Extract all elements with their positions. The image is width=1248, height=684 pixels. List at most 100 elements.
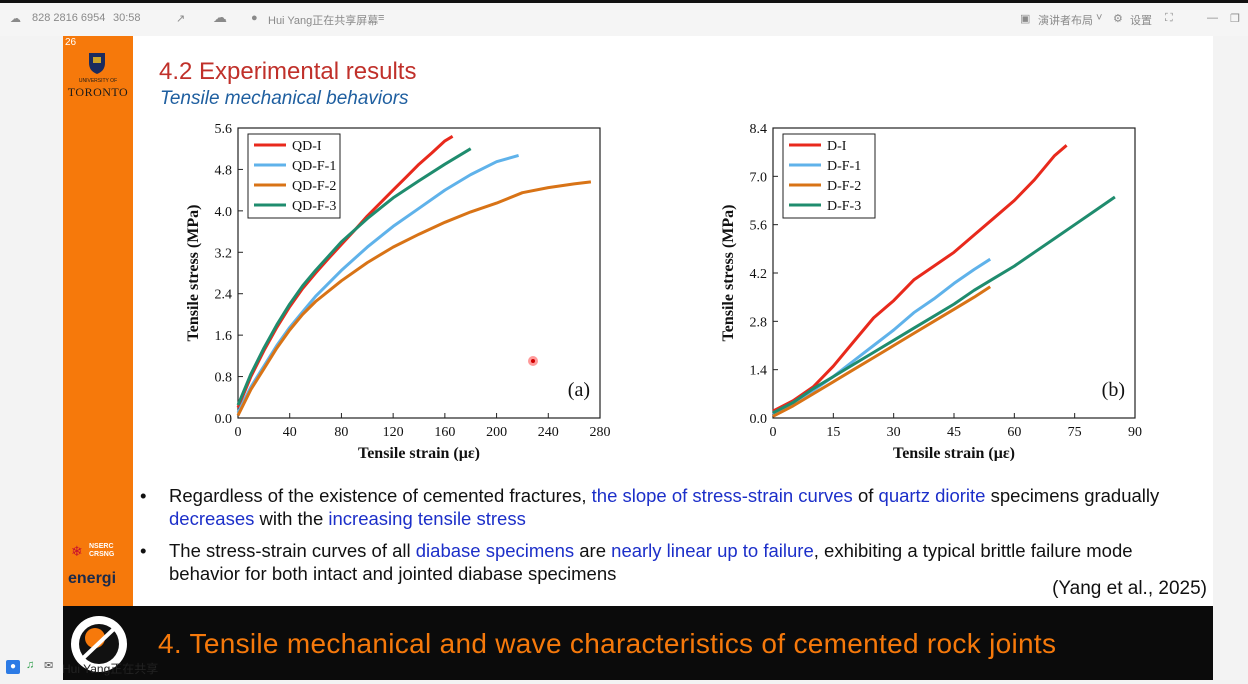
legend-label: QD-F-2 — [292, 179, 336, 194]
chart-a: 0 40 80 120 160 200 240 280 0.0 0.8 1.6 2.4 3.2 4.0 4.… — [185, 122, 611, 461]
bullet-highlight: increasing tensile stress — [328, 508, 526, 529]
series-line — [772, 195, 1116, 415]
y-tick-label: 8.4 — [750, 122, 768, 137]
y-tick-label: 1.4 — [750, 364, 768, 379]
meeting-toolbar: ☁ 828 2816 6954 30:58 ↗ ☁ ● Hui Yang正在共享… — [0, 0, 1248, 36]
page-number: 26 — [65, 37, 77, 48]
bullet-item: • The stress-strain curves of all diabas… — [140, 539, 1200, 585]
y-tick-label: 3.2 — [215, 246, 233, 261]
series-line — [236, 180, 592, 417]
shared-slide: 26 UNIVERSITY OF TORONTO ❄ NSERC CRSNG e… — [63, 36, 1213, 680]
laser-pointer-center — [531, 359, 535, 363]
x-tick-label: 280 — [590, 425, 611, 440]
bullet-text: with the — [254, 508, 329, 529]
popout-icon[interactable]: ↗ — [176, 13, 186, 25]
fullscreen-icon[interactable]: ⛶ — [1165, 12, 1173, 24]
x-tick-label: 40 — [283, 425, 297, 440]
bullet-dot: • — [140, 485, 147, 506]
bullet-highlight: decreases — [169, 508, 255, 529]
x-tick-label: 0 — [235, 425, 242, 440]
x-tick-label: 160 — [434, 425, 455, 440]
x-tick-label: 60 — [1007, 425, 1021, 440]
logo-university-of: UNIVERSITY OF — [78, 78, 118, 84]
series-line — [236, 147, 472, 406]
y-tick-label: 5.6 — [750, 219, 768, 234]
citation: (Yang et al., 2025) — [1052, 578, 1207, 599]
series-line — [772, 285, 992, 418]
menu-icon[interactable]: ≡ — [378, 12, 385, 24]
sharing-avatar-icon: ● — [251, 12, 258, 24]
legend-label: QD-F-1 — [292, 159, 336, 174]
footer-logo-icon — [71, 616, 127, 672]
x-tick-label: 90 — [1128, 425, 1142, 440]
bullet-text: of — [852, 485, 879, 506]
y-tick-label: 0.0 — [215, 412, 233, 427]
cloud-record-icon[interactable]: ☁ — [213, 9, 227, 25]
bullet-highlight: nearly linear up to failure — [611, 540, 814, 561]
meeting-timer: 30:58 — [113, 12, 141, 24]
y-tick-label: 2.4 — [215, 288, 233, 303]
y-tick-label: 4.2 — [750, 267, 768, 282]
legend-label: D-I — [827, 139, 847, 154]
footer-title: 4. Tensile mechanical and wave character… — [158, 628, 1057, 659]
slide-subtitle: Tensile mechanical behaviors — [160, 88, 409, 109]
slide-title: 4.2 Experimental results — [159, 58, 417, 85]
y-axis-label: Tensile stress (MPa) — [185, 205, 202, 342]
y-tick-label: 7.0 — [750, 170, 768, 185]
sharing-status[interactable]: Hui Yang正在共享屏幕 — [268, 15, 379, 27]
legend-label: QD-F-3 — [292, 199, 336, 214]
y-tick-label: 0.0 — [750, 412, 768, 427]
legend: QD-I QD-F-1 QD-F-2 QD-F-3 — [247, 133, 341, 219]
user-icon[interactable]: ● — [6, 660, 20, 674]
nserc-maple-icon: ❄ — [71, 543, 83, 559]
nserc-logo: NSERC CRSNG — [89, 543, 115, 558]
x-tick-label: 0 — [770, 425, 777, 440]
legend: D-I D-F-1 D-F-2 D-F-3 — [782, 133, 876, 219]
mic-icon[interactable]: ♫ — [26, 659, 35, 671]
x-tick-label: 45 — [947, 425, 961, 440]
chat-icon[interactable]: ✉ — [44, 660, 54, 672]
y-tick-label: 2.8 — [750, 315, 768, 330]
x-tick-label: 120 — [383, 425, 404, 440]
meeting-id[interactable]: 828 2816 6954 — [32, 12, 106, 24]
settings-button[interactable]: 设置 — [1130, 15, 1152, 27]
minimize-icon[interactable]: — — [1207, 12, 1218, 24]
slide-sidebar: 26 UNIVERSITY OF TORONTO ❄ NSERC CRSNG e… — [63, 36, 133, 606]
bullet-text: Regardless of the existence of cemented … — [169, 485, 592, 506]
x-tick-label: 200 — [486, 425, 507, 440]
chevron-down-icon[interactable]: ˅ — [1096, 12, 1103, 24]
bullet-text: are — [574, 540, 612, 561]
gear-icon[interactable]: ⚙ — [1113, 13, 1123, 25]
x-axis-label: Tensile strain (με) — [893, 445, 1015, 461]
y-tick-label: 0.8 — [215, 371, 233, 386]
bullet-highlight: quartz diorite — [878, 485, 986, 506]
bullet-highlight: the slope of stress-strain curves — [591, 485, 853, 506]
university-crest-icon — [89, 53, 105, 74]
meeting-icon: ☁ — [10, 13, 21, 25]
energi-logo: energi — [68, 570, 117, 587]
restore-icon[interactable]: ❐ — [1230, 13, 1240, 25]
bullet-text: , exhibiting a typical brittle failure m… — [169, 540, 1133, 584]
bullet-item: • Regardless of the existence of cemente… — [140, 484, 1200, 530]
layout-icon[interactable]: ▣ — [1020, 13, 1031, 25]
bullet-dot: • — [140, 540, 147, 561]
y-tick-label: 4.0 — [215, 205, 233, 220]
panel-label: (a) — [568, 379, 590, 401]
x-tick-label: 80 — [334, 425, 348, 440]
slide-footer: 4. Tensile mechanical and wave character… — [63, 606, 1213, 680]
logo-toronto: TORONTO — [67, 85, 129, 99]
legend-label: D-F-3 — [827, 199, 861, 214]
bullet-highlight: diabase specimens — [415, 540, 575, 561]
bullet-text: The stress-strain curves of all — [169, 540, 416, 561]
x-tick-label: 15 — [826, 425, 840, 440]
sharing-indicator: ● ♫ ✉ Hui Yang正在共享 — [0, 656, 200, 680]
sharing-user-label: Hui Yang正在共享 — [62, 662, 159, 676]
legend-label: QD-I — [292, 139, 322, 154]
legend-label: D-F-2 — [827, 179, 861, 194]
layout-button[interactable]: 演讲者布局 — [1038, 15, 1093, 27]
x-tick-label: 240 — [538, 425, 559, 440]
x-tick-label: 75 — [1068, 425, 1082, 440]
y-tick-label: 5.6 — [215, 122, 233, 137]
series-line — [772, 144, 1068, 413]
bullet-text: specimens gradually — [985, 485, 1160, 506]
